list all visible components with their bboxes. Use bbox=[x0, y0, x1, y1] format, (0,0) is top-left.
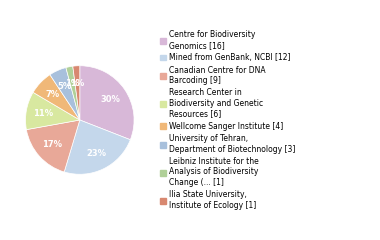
Wedge shape bbox=[33, 75, 80, 120]
Text: 11%: 11% bbox=[33, 109, 54, 118]
Text: 17%: 17% bbox=[42, 140, 62, 149]
Wedge shape bbox=[64, 120, 130, 174]
Text: 7%: 7% bbox=[46, 90, 60, 99]
Text: 1%: 1% bbox=[65, 79, 80, 88]
Text: 5%: 5% bbox=[57, 82, 72, 91]
Wedge shape bbox=[25, 92, 80, 130]
Text: 23%: 23% bbox=[86, 149, 106, 158]
Wedge shape bbox=[26, 120, 80, 172]
Wedge shape bbox=[73, 66, 80, 120]
Legend: Centre for Biodiversity
Genomics [16], Mined from GenBank, NCBI [12], Canadian C: Centre for Biodiversity Genomics [16], M… bbox=[160, 30, 295, 210]
Wedge shape bbox=[50, 67, 80, 120]
Text: 1%: 1% bbox=[70, 78, 84, 88]
Wedge shape bbox=[80, 66, 134, 140]
Wedge shape bbox=[66, 66, 80, 120]
Text: 30%: 30% bbox=[100, 95, 120, 104]
